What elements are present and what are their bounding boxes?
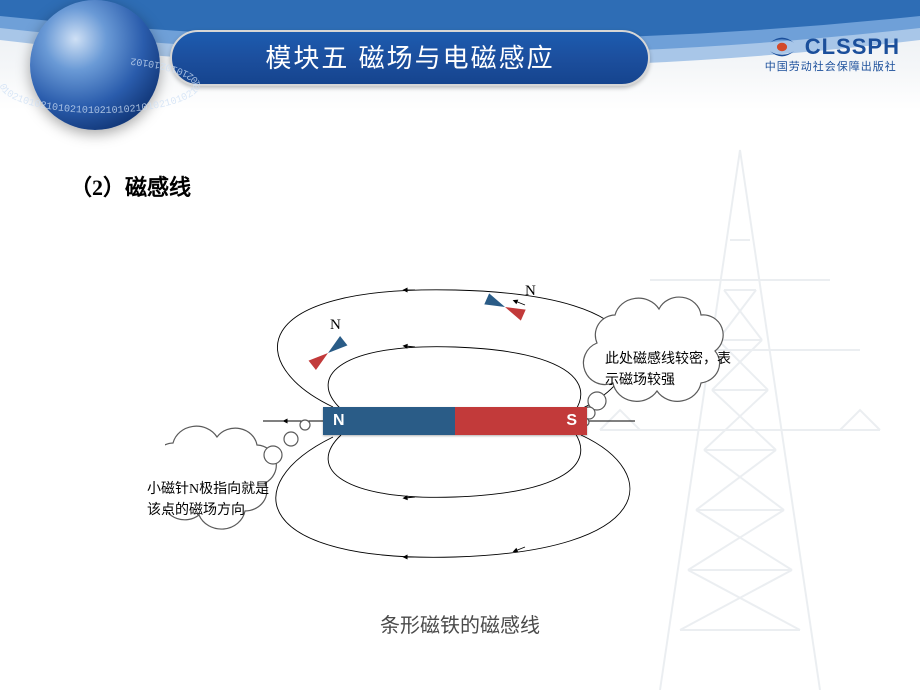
header-bar: 模块五 磁场与电磁感应 [170, 30, 650, 86]
brand-subtitle: 中国劳动社会保障出版社 [765, 58, 900, 74]
callout-left-text: 小磁针N极指向就是该点的磁场方向 [147, 479, 272, 521]
bar-magnet: N S [323, 407, 587, 435]
compass-2-label: N [525, 283, 536, 300]
decorative-globe: 0102101021010210102101021010210102101021… [20, 0, 170, 140]
brand-name: CLSSPH [805, 34, 900, 60]
compass-needle-2 [484, 293, 525, 320]
globe-binary-ring: 0102101021010210102101021010210102101021… [0, 35, 210, 125]
brand-block: CLSSPH 中国劳动社会保障出版社 [765, 34, 900, 74]
section-title: （2）磁感线 [70, 170, 191, 202]
diagram-caption: 条形磁铁的磁感线 [0, 609, 920, 638]
header-title: 模块五 磁场与电磁感应 [170, 30, 650, 86]
content-area: （2）磁感线 [0, 110, 920, 690]
magnet-n-pole: N [323, 407, 455, 435]
magnet-s-pole: S [455, 407, 587, 435]
brand-logo-icon [765, 34, 799, 60]
compass-1-label: N [330, 317, 341, 334]
callout-right-text: 此处磁感线较密，表示磁场较强 [605, 349, 740, 391]
svg-text:010210102101021010210102101021: 0102101021010210102101021010210102101021… [0, 54, 204, 117]
magnet-diagram: N N N S 小磁针N极指向就是该点的磁场方向 此处磁感线较密，表示磁场较强 [165, 255, 755, 575]
